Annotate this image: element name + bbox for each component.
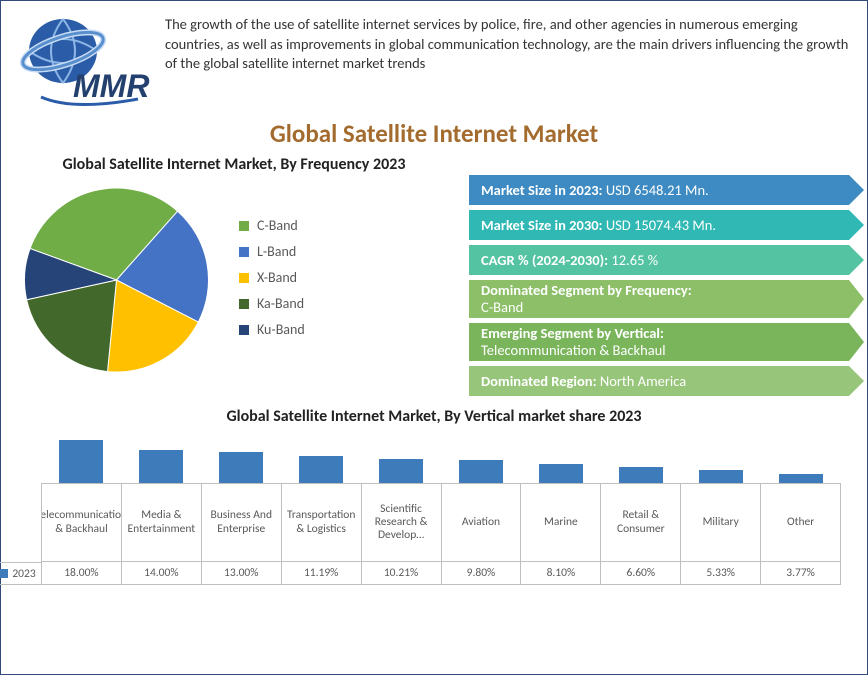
stat-value: USD 6548.21 Mn. (606, 181, 709, 199)
stat-arrow: Market Size in 2023: USD 6548.21 Mn. (469, 175, 849, 205)
bar-value: 14.00% (122, 562, 202, 585)
pie-chart-section: Global Satellite Internet Market, By Fre… (19, 155, 449, 401)
header: MMR The growth of the use of satellite i… (1, 1, 867, 114)
stats-column: Market Size in 2023: USD 6548.21 Mn.Mark… (469, 155, 849, 401)
bar-value: 6.60% (601, 562, 681, 585)
bar (59, 440, 103, 483)
bar-cell (521, 464, 601, 483)
bar-cell (681, 470, 761, 483)
legend-label: L-Band (257, 243, 296, 260)
pie-title: Global Satellite Internet Market, By Fre… (19, 155, 449, 174)
bar-series-label: 2023 (0, 562, 42, 585)
bar (539, 464, 583, 483)
bar-category-label: Marine (521, 484, 601, 562)
bar-value: 5.33% (681, 562, 761, 585)
bar (699, 470, 743, 483)
bar-cell (361, 459, 441, 483)
series-swatch (0, 569, 8, 578)
legend-label: Ka-Band (257, 295, 304, 312)
bar-category-label: Media & Entertainment (122, 484, 202, 562)
stat-label: Dominated Region: (481, 372, 600, 390)
bar-value: 18.00% (42, 562, 122, 585)
legend-item: L-Band (239, 243, 305, 260)
pie-legend: C-Band L-Band X-Band Ka-Band Ku-Band (239, 208, 305, 347)
bar-category-label: Military (681, 484, 761, 562)
main-title: Global Satellite Internet Market (1, 118, 867, 149)
bar-category-label: Business And Enterprise (202, 484, 282, 562)
stat-arrow: Dominated Region: North America (469, 366, 849, 396)
legend-swatch (239, 247, 249, 257)
legend-label: C-Band (257, 217, 298, 234)
bar-value: 8.10% (521, 562, 601, 585)
pie-chart (19, 180, 214, 375)
bars-row (41, 432, 841, 484)
intro-text: The growth of the use of satellite inter… (165, 9, 849, 74)
stat-label: Dominated Segment by Frequency: (481, 281, 692, 299)
bar-cell (281, 456, 361, 483)
bar (219, 452, 263, 483)
bar (299, 456, 343, 483)
logo-text: MMR (73, 68, 149, 104)
logo: MMR (3, 9, 153, 114)
legend-label: X-Band (257, 269, 297, 286)
bar-value: 10.21% (362, 562, 442, 585)
legend-item: Ku-Band (239, 321, 305, 338)
bar-value: 13.00% (202, 562, 282, 585)
bar (779, 474, 823, 483)
stat-label: Market Size in 2030: (481, 216, 606, 234)
legend-swatch (239, 325, 249, 335)
stat-arrow: CAGR % (2024-2030): 12.65 % (469, 245, 849, 275)
bar-category-label: Scientific Research & Develop… (362, 484, 442, 562)
bar (459, 460, 503, 483)
stat-value: North America (600, 372, 686, 390)
bar (379, 459, 423, 483)
stat-label: Emerging Segment by Vertical: (481, 324, 664, 342)
series-year: 2023 (12, 567, 35, 581)
bar-category-label: Aviation (442, 484, 522, 562)
stat-arrow: Dominated Segment by Frequency: C-Band (469, 280, 849, 318)
labels-row: Telecommunication & BackhaulMedia & Ente… (41, 484, 841, 562)
stat-value: C-Band (481, 298, 523, 316)
stat-value: 12.65 % (611, 251, 658, 269)
bar-cell (601, 467, 681, 483)
middle-row: Global Satellite Internet Market, By Fre… (1, 155, 867, 401)
bar-cell (441, 460, 521, 483)
stat-label: Market Size in 2023: (481, 181, 606, 199)
bar-chart: Telecommunication & BackhaulMedia & Ente… (41, 432, 841, 585)
values-row: 202318.00%14.00%13.00%11.19%10.21%9.80%8… (41, 562, 841, 585)
bar-cell (121, 450, 201, 483)
bar-category-label: Retail & Consumer (601, 484, 681, 562)
legend-swatch (239, 221, 249, 231)
stat-value: USD 15074.43 Mn. (606, 216, 716, 234)
bar-category-label: Other (761, 484, 841, 562)
legend-label: Ku-Band (257, 321, 305, 338)
stat-arrow: Emerging Segment by Vertical: Telecommun… (469, 323, 849, 361)
bar-cell (41, 440, 121, 483)
stat-label: CAGR % (2024-2030): (481, 251, 611, 269)
stat-value: Telecommunication & Backhaul (481, 341, 666, 359)
legend-item: C-Band (239, 217, 305, 234)
bar (619, 467, 663, 483)
bar-category-label: Telecommunication & Backhaul (42, 484, 122, 562)
legend-swatch (239, 299, 249, 309)
bar-value: 9.80% (442, 562, 522, 585)
legend-swatch (239, 273, 249, 283)
bar-category-label: Transportation & Logistics (282, 484, 362, 562)
bar-value: 11.19% (282, 562, 362, 585)
bar-value: 3.77% (761, 562, 841, 585)
bar (139, 450, 183, 483)
bar-cell (201, 452, 281, 483)
legend-item: X-Band (239, 269, 305, 286)
bar-title: Global Satellite Internet Market, By Ver… (1, 407, 867, 426)
bar-cell (761, 474, 841, 483)
stat-arrow: Market Size in 2030: USD 15074.43 Mn. (469, 210, 849, 240)
legend-item: Ka-Band (239, 295, 305, 312)
